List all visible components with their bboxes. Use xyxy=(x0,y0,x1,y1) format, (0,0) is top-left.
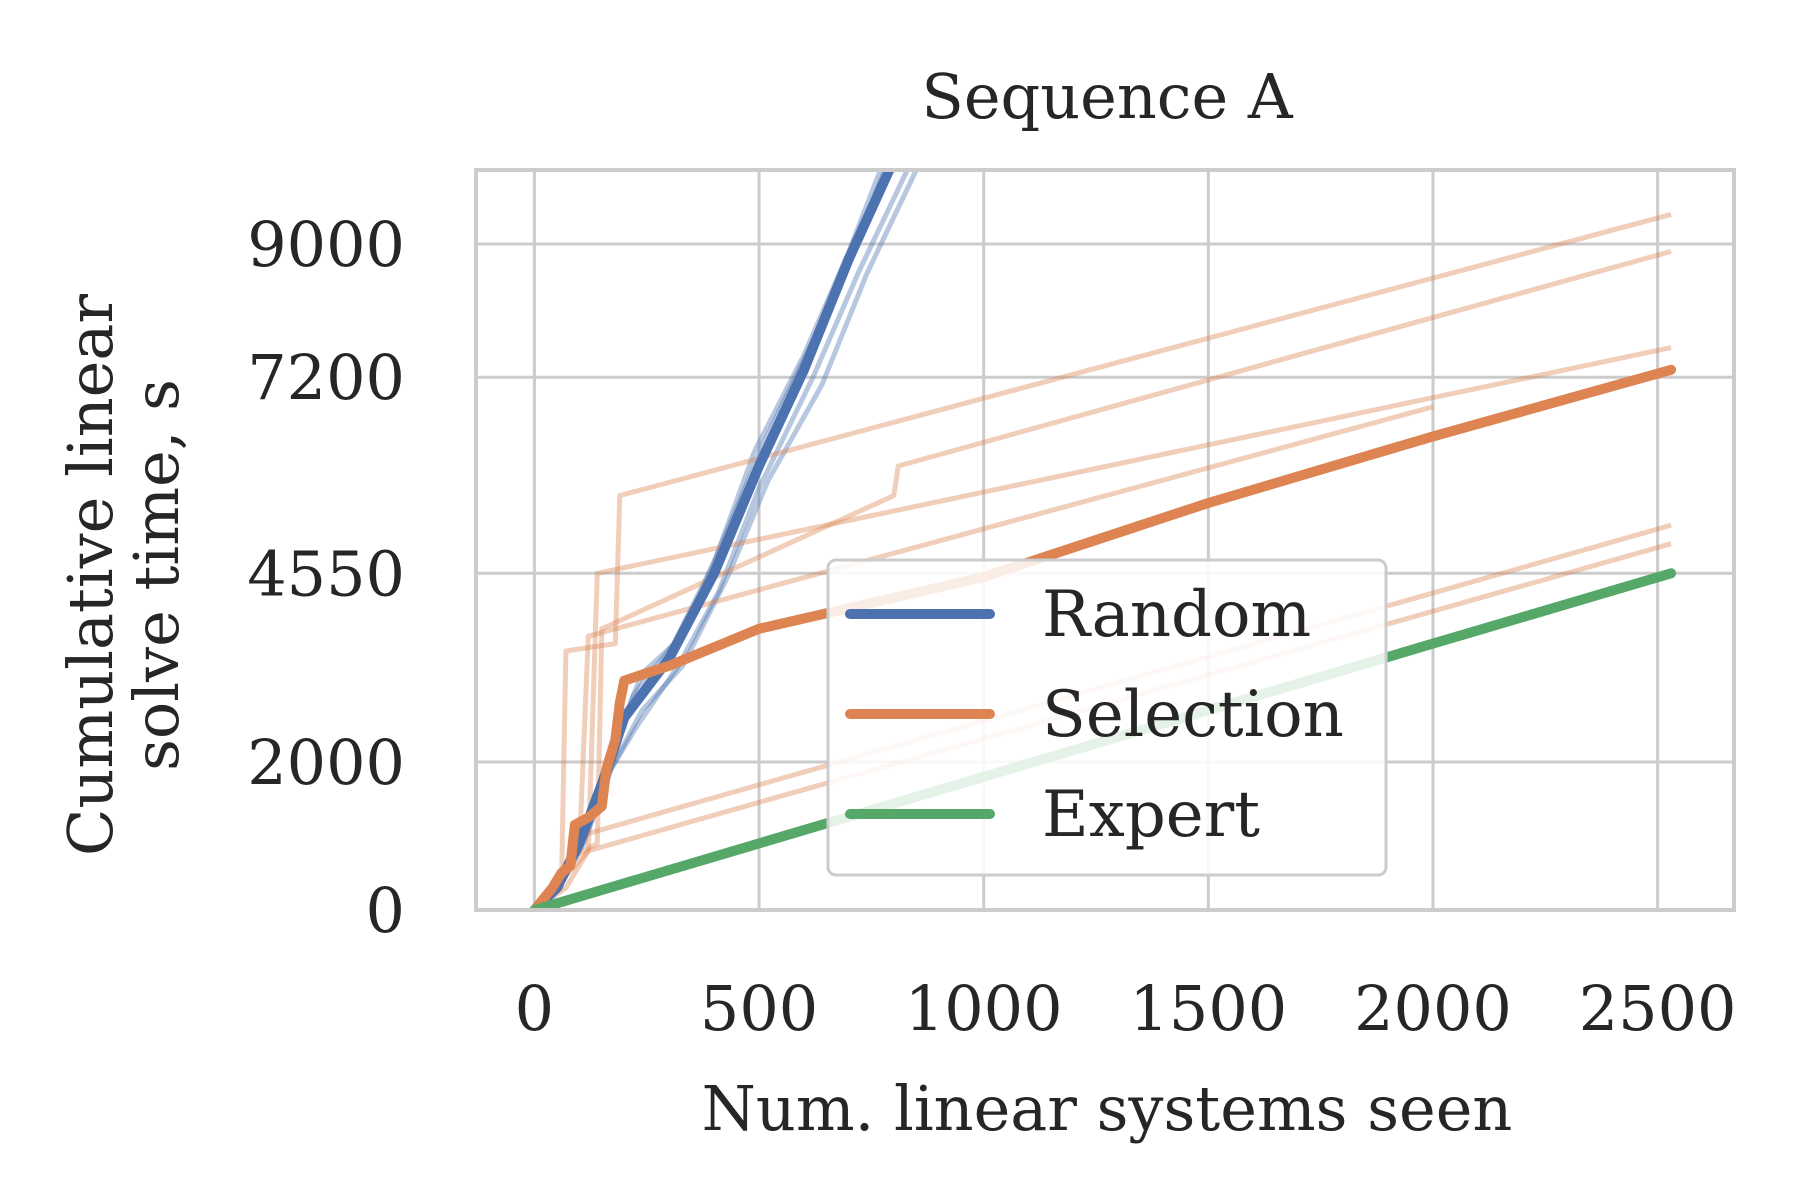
y-tick-label: 0 xyxy=(366,874,405,947)
y-axis-title-line2: solve time, s xyxy=(120,379,193,771)
legend-label-expert: Expert xyxy=(1042,778,1260,852)
legend-label-selection: Selection xyxy=(1042,678,1344,752)
x-tick-label: 0 xyxy=(515,972,554,1045)
legend-box xyxy=(826,558,1388,877)
x-tick-label: 1000 xyxy=(905,972,1063,1045)
chart-title: Sequence A xyxy=(921,60,1294,133)
x-tick-label: 2000 xyxy=(1354,972,1512,1045)
x-axis-title: Num. linear systems seen xyxy=(702,1072,1513,1145)
y-tick-label: 9000 xyxy=(247,208,405,281)
selection-series-line xyxy=(529,364,1677,910)
x-tick-label: 1500 xyxy=(1129,972,1287,1045)
x-tick-labels: 0 500 1000 1500 2000 2500 xyxy=(515,972,1737,1045)
legend-label-random: Random xyxy=(1042,578,1311,652)
x-tick-label: 500 xyxy=(700,972,818,1045)
legend: Random Selection Expert xyxy=(826,558,1388,877)
y-tick-label: 7200 xyxy=(247,341,405,414)
y-tick-label: 2000 xyxy=(247,726,405,799)
x-tick-label: 2500 xyxy=(1579,972,1737,1045)
plot-frame xyxy=(474,168,1736,912)
y-tick-labels: 0 2000 4550 7200 9000 xyxy=(247,208,405,947)
y-axis-title-line1: Cumulative linear xyxy=(54,294,127,856)
y-tick-label: 4550 xyxy=(247,537,405,610)
